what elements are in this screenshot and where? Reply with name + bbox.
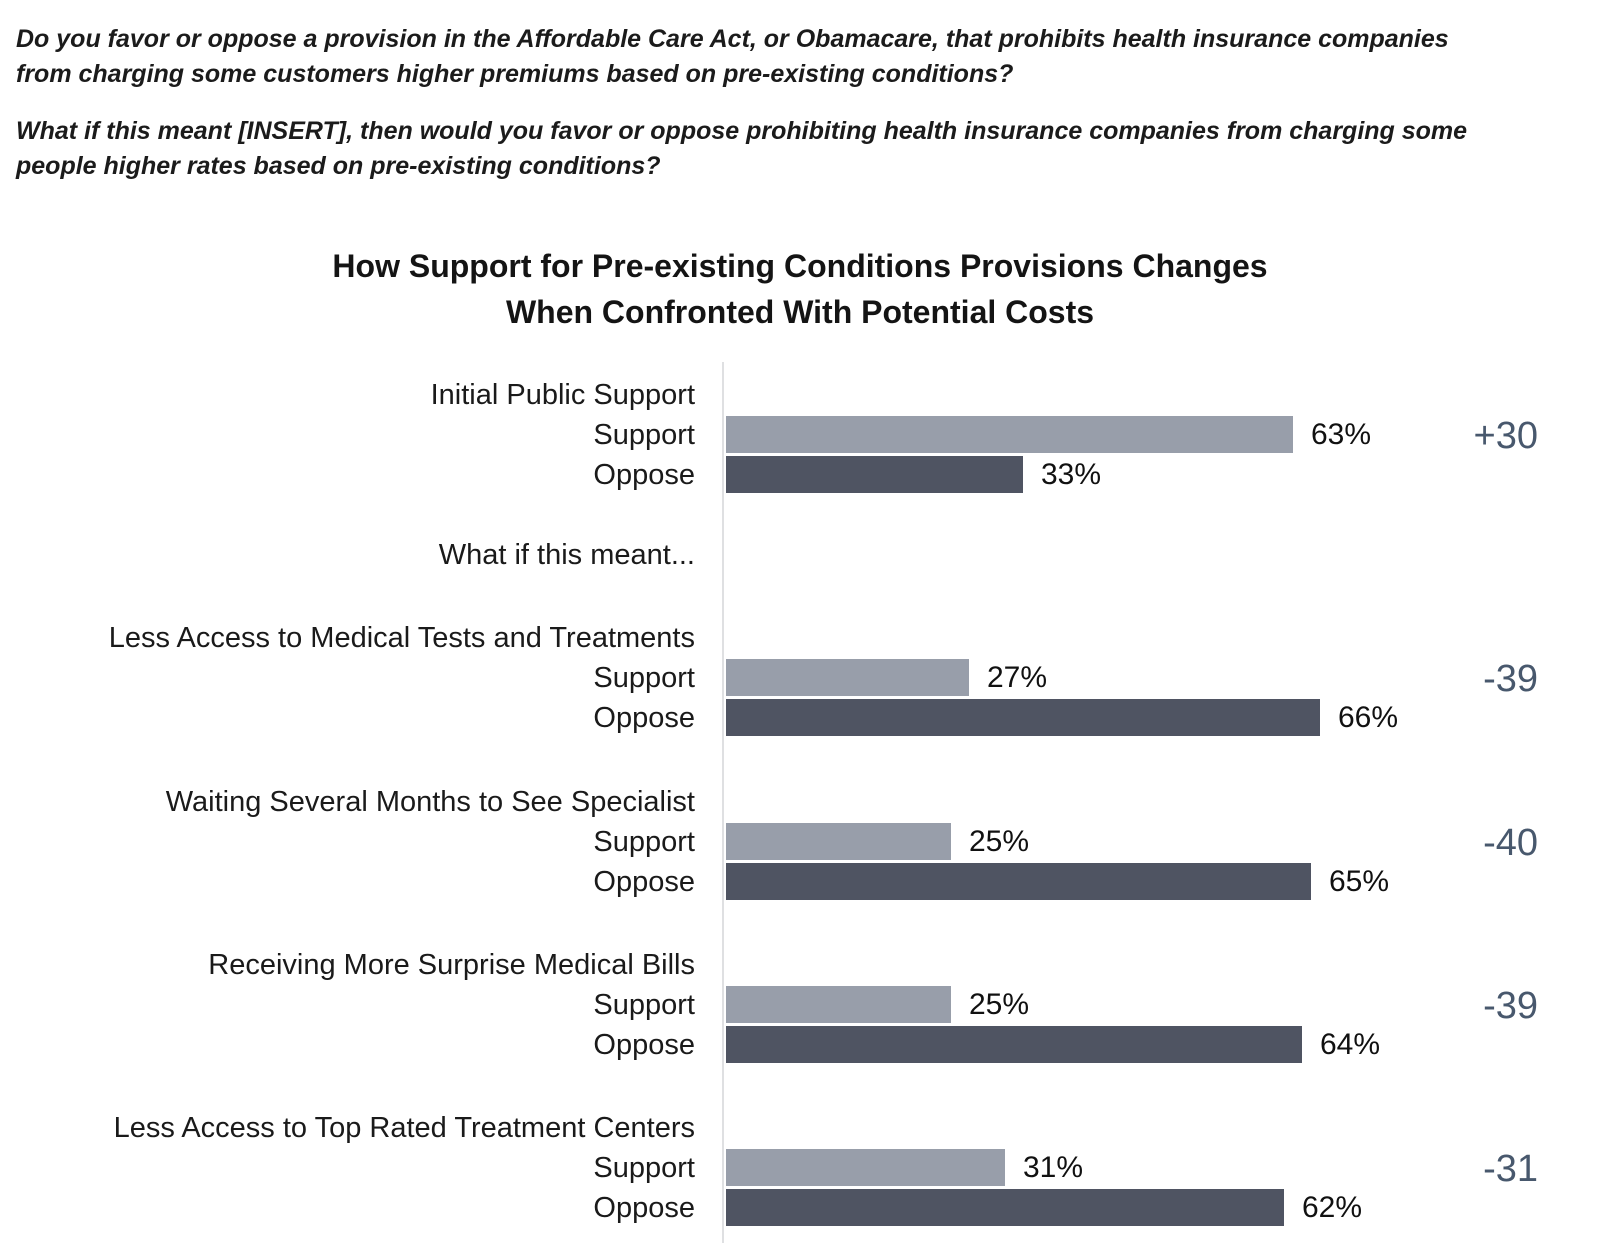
support-row: Support 31% -31 [0,1148,1600,1190]
oppose-label: Oppose [593,1192,695,1224]
oppose-row: Oppose 33% [0,455,1600,495]
survey-question-1: Do you favor or oppose a provision in th… [16,25,1449,88]
category-label: Waiting Several Months to See Specialist [165,786,695,818]
chart-group: Less Access to Medical Tests and Treatme… [0,618,1600,738]
category-label: Less Access to Top Rated Treatment Cente… [113,1112,695,1144]
oppose-row: Oppose 64% [0,1025,1600,1065]
chart-group: Waiting Several Months to See Specialist… [0,782,1600,902]
support-value: 31% [1023,1151,1084,1184]
chart-title-line-2: When Confronted With Potential Costs [505,294,1095,330]
support-bar [726,986,951,1023]
category-label: Less Access to Medical Tests and Treatme… [108,622,695,654]
oppose-value: 33% [1041,458,1102,491]
chart-axis-line [722,362,724,1243]
oppose-bar [726,456,1023,493]
delta-value: -31 [1483,1148,1538,1190]
category-label: Initial Public Support [430,379,695,411]
delta-value: -39 [1483,985,1538,1027]
oppose-row: Oppose 66% [0,698,1600,738]
support-bar [726,659,969,696]
category-label: Receiving More Surprise Medical Bills [208,949,695,981]
chart-title: How Support for Pre-existing Conditions … [0,243,1600,335]
support-row: Support 63% +30 [0,415,1600,457]
oppose-row: Oppose 65% [0,862,1600,902]
oppose-label: Oppose [593,459,695,491]
support-label: Support [593,419,695,451]
support-value: 63% [1311,418,1372,451]
delta-value: -39 [1483,658,1538,700]
support-value: 25% [969,825,1030,858]
support-row: Support 25% -40 [0,822,1600,864]
oppose-label: Oppose [593,702,695,734]
support-row: Support 25% -39 [0,985,1600,1027]
interstitial-label: What if this meant... [438,539,695,571]
survey-questions: Do you favor or oppose a provision in th… [16,22,1470,206]
oppose-bar [726,863,1311,900]
support-label: Support [593,1152,695,1184]
support-value: 27% [987,661,1048,694]
oppose-label: Oppose [593,866,695,898]
support-bar [726,416,1293,453]
oppose-value: 64% [1320,1028,1381,1061]
oppose-bar [726,1026,1302,1063]
oppose-bar [726,1189,1284,1226]
support-bar [726,823,951,860]
support-label: Support [593,826,695,858]
oppose-label: Oppose [593,1029,695,1061]
delta-value: -40 [1483,822,1538,864]
chart-group: Initial Public Support Support 63% +30 Oppos… [0,375,1600,495]
support-label: Support [593,662,695,694]
oppose-value: 66% [1338,701,1399,734]
support-value: 25% [969,988,1030,1021]
oppose-bar [726,699,1320,736]
oppose-row: Oppose 62% [0,1188,1600,1228]
support-label: Support [593,989,695,1021]
delta-value: +30 [1473,415,1538,457]
chart-group: Receiving More Surprise Medical Bills Sup… [0,945,1600,1065]
support-bar [726,1149,1005,1186]
chart-group: Less Access to Top Rated Treatment Cente… [0,1108,1600,1228]
oppose-value: 65% [1329,865,1390,898]
support-row: Support 27% -39 [0,658,1600,700]
oppose-value: 62% [1302,1191,1363,1224]
chart-title-line-1: How Support for Pre-existing Conditions … [332,248,1268,284]
survey-question-2: What if this meant [INSERT], then would … [16,117,1468,180]
